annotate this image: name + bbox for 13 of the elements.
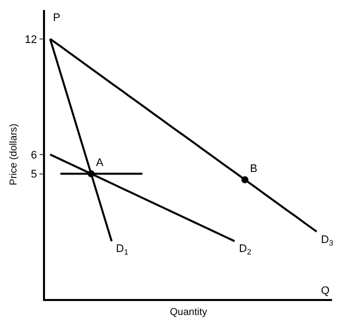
y-tick-label: 6: [30, 149, 38, 162]
series-label: A: [96, 157, 104, 169]
series-label: B: [250, 163, 258, 175]
series-label: D$_{2}$: [239, 243, 252, 256]
y-tick-label: 12: [24, 34, 38, 46]
series-label: D$_{1}$: [116, 243, 128, 256]
series-label: D$_{3}$: [321, 234, 334, 248]
line-series: [49, 154, 236, 242]
annotation: P: [53, 12, 60, 24]
y-tick-label: 5: [30, 168, 38, 181]
x-axis-title: Quantity: [170, 306, 208, 318]
annotation: Q: [321, 285, 330, 297]
y-axis-title: Price (dollars): [8, 124, 20, 186]
